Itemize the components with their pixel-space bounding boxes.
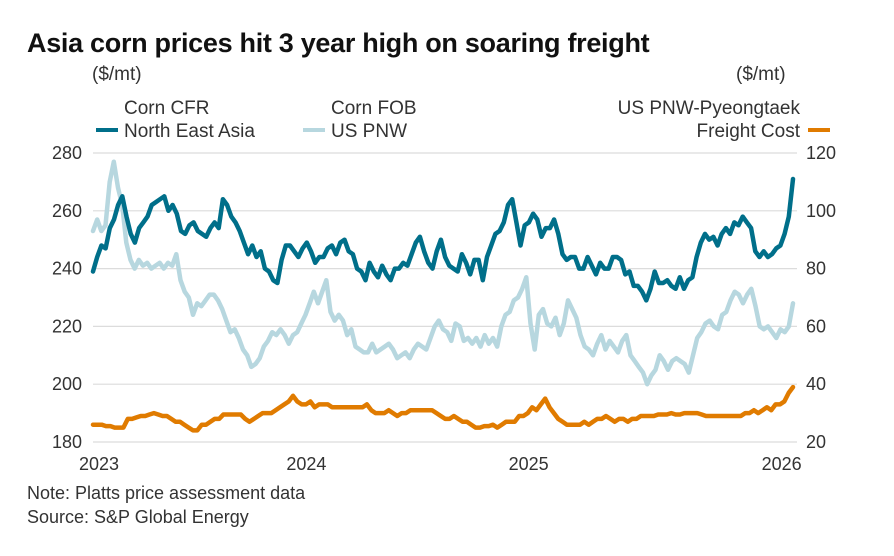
left-tick-label: 180	[52, 432, 82, 452]
legend-label-fob-line2: US PNW	[331, 121, 407, 142]
legend-swatch-cfr	[96, 127, 118, 132]
right-tick-label: 120	[806, 143, 836, 163]
legend-label-cfr-line2: North East Asia	[124, 121, 255, 142]
legend-label-freight-line1: US PNW-Pyeongtaek	[617, 98, 800, 119]
right-axis-unit: ($/mt)	[736, 64, 786, 85]
series-line-corn-cfr-north-east-asia	[90, 176, 796, 303]
left-tick-label: 200	[52, 374, 82, 394]
chart-source: Source: S&P Global Energy	[27, 507, 249, 527]
chart-note: Note: Platts price assessment data	[27, 483, 306, 503]
legend-swatch-freight	[808, 127, 830, 132]
right-tick-label: 80	[806, 259, 826, 279]
left-tick-label: 280	[52, 143, 82, 163]
left-tick-label: 260	[52, 201, 82, 221]
legend-label-fob-line1: Corn FOB	[331, 98, 417, 119]
right-tick-label: 20	[806, 432, 826, 452]
legend-label-freight-line2: Freight Cost	[696, 121, 800, 142]
legend-label-cfr-line1: Corn CFR	[124, 98, 210, 119]
left-tick-label: 220	[52, 316, 82, 336]
right-tick-label: 40	[806, 374, 826, 394]
legend-item-freight: US PNW-Pyeongtaek Freight Cost	[617, 97, 830, 143]
right-tick-label: 60	[806, 316, 826, 336]
x-tick-label: 2026	[762, 454, 802, 474]
x-tick-label: 2023	[79, 454, 119, 474]
x-tick-label: 2025	[509, 454, 549, 474]
chart-title: Asia corn prices hit 3 year high on soar…	[27, 28, 650, 58]
legend-swatch-fob	[303, 127, 325, 132]
legend-item-fob: Corn FOB US PNW	[303, 97, 417, 143]
legend-item-cfr: Corn CFR North East Asia	[96, 97, 255, 143]
series-line-corn-fob-us-pnw	[90, 159, 796, 387]
x-tick-label: 2024	[286, 454, 326, 474]
left-tick-label: 240	[52, 259, 82, 279]
series-line-us-pnw-pyeongtaek-freight-cost	[90, 384, 796, 433]
right-tick-label: 100	[806, 201, 836, 221]
left-axis-unit: ($/mt)	[92, 64, 142, 85]
